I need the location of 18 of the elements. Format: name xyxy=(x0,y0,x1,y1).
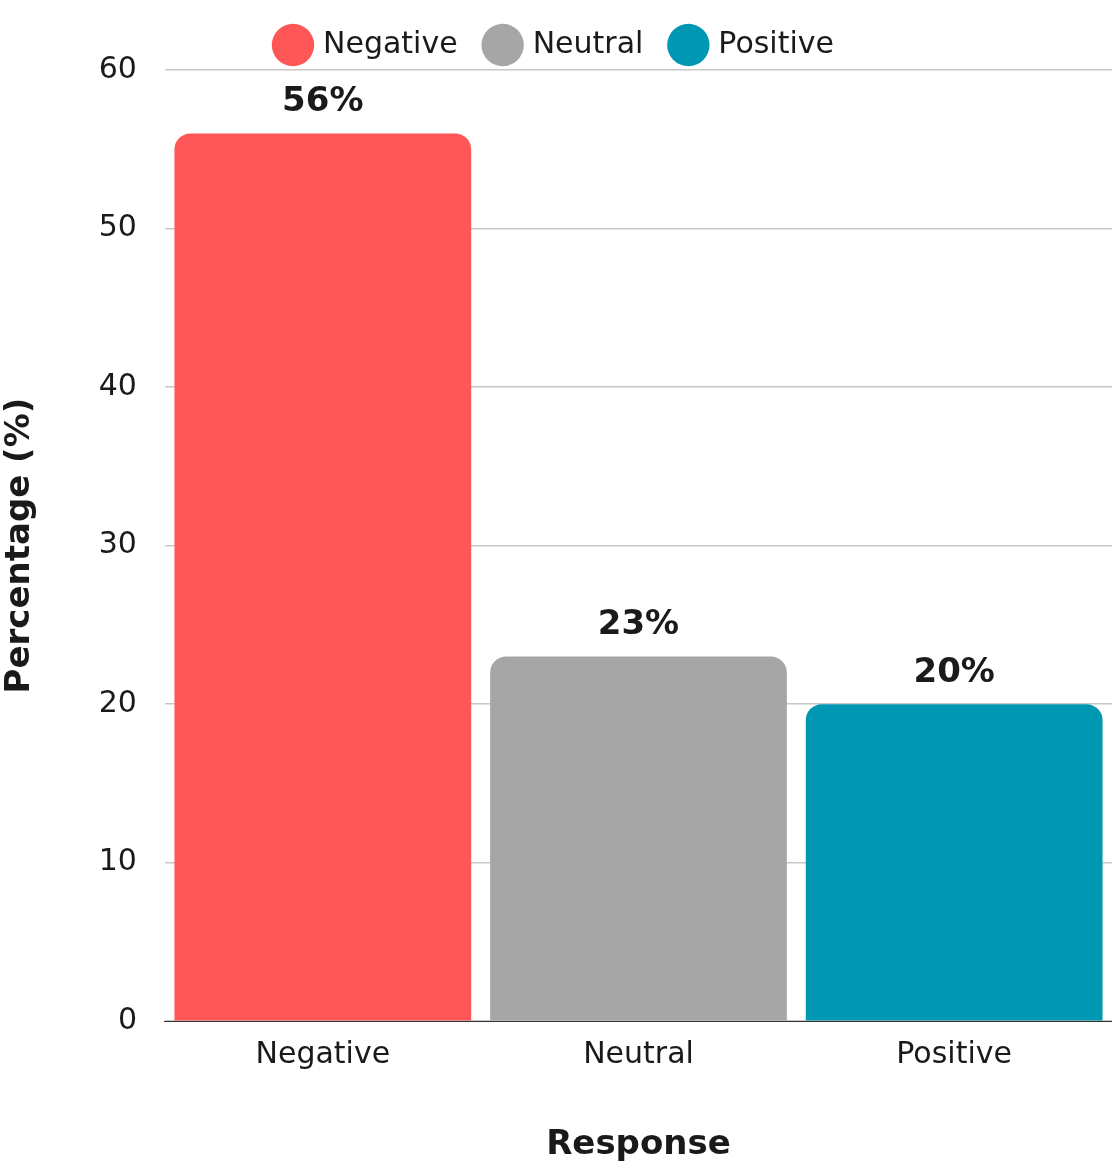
x-axis-title: Response xyxy=(546,1122,731,1163)
y-tick-label: 10 xyxy=(98,842,137,878)
legend-label: Negative xyxy=(322,24,458,60)
y-tick-label: 60 xyxy=(98,49,137,85)
y-axis-title: Percentage (%) xyxy=(0,397,38,694)
x-tick-label: Negative xyxy=(255,1035,391,1070)
y-tick-label: 30 xyxy=(98,525,137,561)
y-tick-label: 0 xyxy=(117,1001,137,1036)
data-label: 56% xyxy=(282,79,364,120)
x-tick-label: Neutral xyxy=(583,1035,694,1070)
y-tick-label: 50 xyxy=(98,208,137,244)
y-tick-label: 40 xyxy=(98,366,137,402)
data-label: 20% xyxy=(913,649,995,690)
legend-label: Neutral xyxy=(532,24,644,60)
y-tick-label: 20 xyxy=(98,683,137,719)
data-label: 23% xyxy=(597,602,680,643)
x-tick-label: Positive xyxy=(896,1035,1012,1070)
legend-label: Positive xyxy=(718,24,835,60)
